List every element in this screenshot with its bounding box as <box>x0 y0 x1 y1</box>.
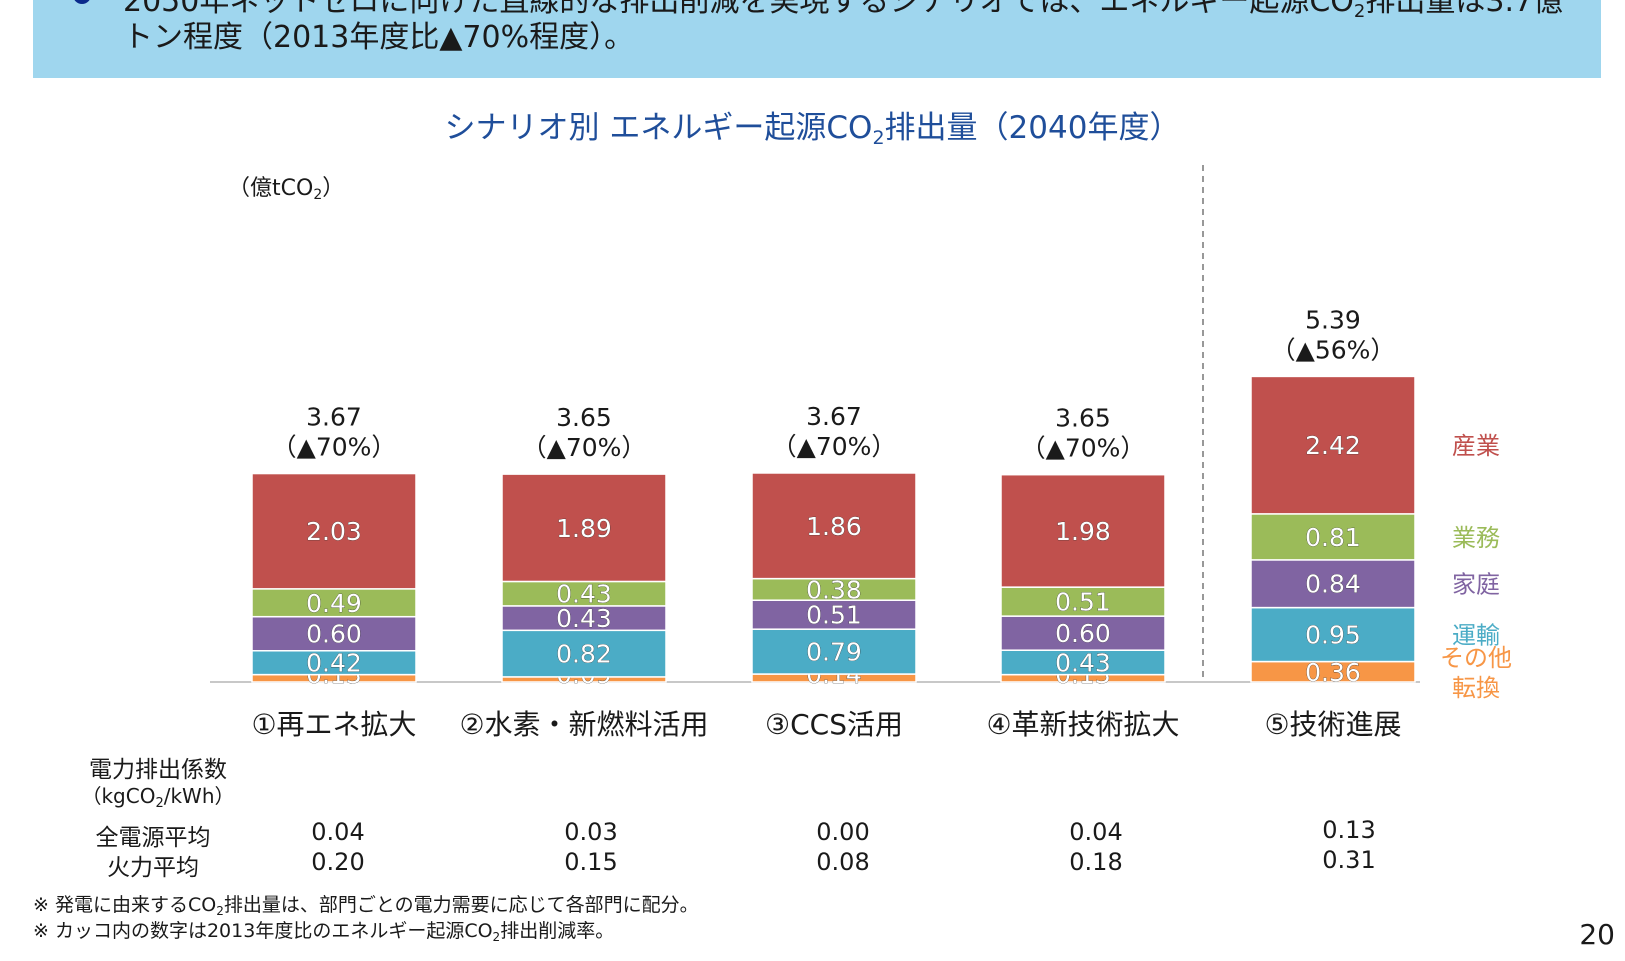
chart-title: シナリオ別 エネルギー起源CO2排出量（2040年度） <box>444 110 1181 149</box>
legend-label: その他 <box>1440 644 1512 672</box>
total-label: 3.67 <box>806 402 862 431</box>
data-label: 0.79 <box>806 638 862 667</box>
bullet-icon <box>73 0 91 4</box>
coef-all-5: 0.13 <box>1322 816 1376 844</box>
total-label: 5.39 <box>1305 305 1361 334</box>
data-label: 0.42 <box>306 649 362 678</box>
data-label: 0.84 <box>1305 570 1361 599</box>
data-label: 0.60 <box>306 620 362 649</box>
category-label: ③CCS活用 <box>765 708 903 740</box>
data-label: 0.51 <box>806 601 862 630</box>
category-label: ①再エネ拡大 <box>251 708 416 740</box>
legend-label: 家庭 <box>1452 571 1500 599</box>
data-label: 0.60 <box>1055 619 1111 648</box>
coef-all-2: 0.03 <box>564 818 618 846</box>
data-label: 0.95 <box>1305 621 1361 650</box>
coef-thermal-3: 0.08 <box>816 848 870 876</box>
coef-all-3: 0.00 <box>816 818 870 846</box>
total-label: 3.67 <box>306 403 362 432</box>
legend-label: 転換 <box>1452 674 1500 702</box>
bar-segment <box>1000 473 1166 588</box>
category-label: ④革新技術拡大 <box>986 708 1179 740</box>
reduction-label: （▲70%） <box>272 433 397 462</box>
bar-segment <box>501 605 667 632</box>
bar-segment <box>1250 559 1416 609</box>
coef-thermal-2: 0.15 <box>564 848 618 876</box>
bar-segment <box>1250 375 1416 515</box>
data-label: 1.89 <box>556 514 612 543</box>
total-label: 3.65 <box>1055 404 1111 433</box>
coef-thermal-1: 0.20 <box>311 848 365 876</box>
total-label: 3.65 <box>556 403 612 432</box>
data-label: 0.49 <box>306 589 362 618</box>
row-label-all-sources: 全電源平均 <box>95 825 211 851</box>
data-label: 0.43 <box>1055 648 1111 677</box>
legend-label: 運輸 <box>1452 622 1500 650</box>
row-label-thermal: 火力平均 <box>107 855 199 881</box>
summary-line-1: 2050年ネットゼロに向けた直線的な排出削減を実現するシナリオでは、エネルギー起… <box>123 0 1564 22</box>
data-label: 2.42 <box>1305 431 1361 460</box>
page-number: 20 <box>1579 918 1615 951</box>
bar-segment <box>251 588 417 618</box>
coef-thermal-4: 0.18 <box>1069 848 1123 876</box>
coefficient-heading: 電力排出係数 <box>89 757 227 783</box>
data-label: 0.82 <box>556 640 612 669</box>
coef-thermal-5: 0.31 <box>1322 846 1376 874</box>
bar-segment <box>1250 606 1416 663</box>
data-label: 0.51 <box>1055 588 1111 617</box>
bar-segment <box>501 580 667 607</box>
data-label: 0.43 <box>556 604 612 633</box>
bar-segment <box>1000 649 1166 676</box>
footnote-1: ※ 発電に由来するCO2排出量は、部門ごとの電力需要に応じて各部門に配分。 <box>33 894 699 918</box>
data-label: 1.86 <box>806 512 862 541</box>
bar-segment <box>751 599 917 630</box>
category-label: ⑤技術進展 <box>1264 708 1401 740</box>
y-unit-label: （億tCO2） <box>228 176 345 203</box>
footnote-2: ※ カッコ内の数字は2013年度比のエネルギー起源CO2排出削減率。 <box>33 920 615 944</box>
data-label: 0.36 <box>1305 658 1361 687</box>
legend-label: 産業 <box>1452 432 1500 460</box>
data-label: 2.03 <box>306 517 362 546</box>
reduction-label: （▲70%） <box>1021 434 1146 463</box>
reduction-label: （▲56%） <box>1271 335 1396 364</box>
bar-segment <box>1250 513 1416 561</box>
bar-segment <box>251 615 417 652</box>
bar-segment <box>1000 615 1166 651</box>
data-label: 0.43 <box>556 580 612 609</box>
bar-segment <box>751 472 917 580</box>
legend-label: 業務 <box>1452 524 1500 552</box>
data-label: 0.38 <box>806 575 862 604</box>
coef-all-4: 0.04 <box>1069 818 1123 846</box>
summary-banner: 2050年ネットゼロに向けた直線的な排出削減を実現するシナリオでは、エネルギー起… <box>33 0 1601 78</box>
bar-segment <box>751 628 917 675</box>
category-label: ②水素・新燃料活用 <box>459 708 708 740</box>
data-label: 0.81 <box>1305 523 1361 552</box>
reduction-label: （▲70%） <box>522 433 647 462</box>
data-label: 1.98 <box>1055 517 1111 546</box>
summary-line-2: トン程度（2013年度比▲70%程度）。 <box>123 20 635 55</box>
bar-segment <box>501 473 667 583</box>
coefficient-unit: （kgCO2/kWh） <box>81 784 235 811</box>
stacked-bar-chart: 0.130.420.600.492.033.67（▲70%）①再エネ拡大0.09… <box>210 165 1512 740</box>
coef-all-1: 0.04 <box>311 818 365 846</box>
bar-segment <box>501 629 667 678</box>
reduction-label: （▲70%） <box>772 432 897 461</box>
bar-segment <box>251 472 417 590</box>
